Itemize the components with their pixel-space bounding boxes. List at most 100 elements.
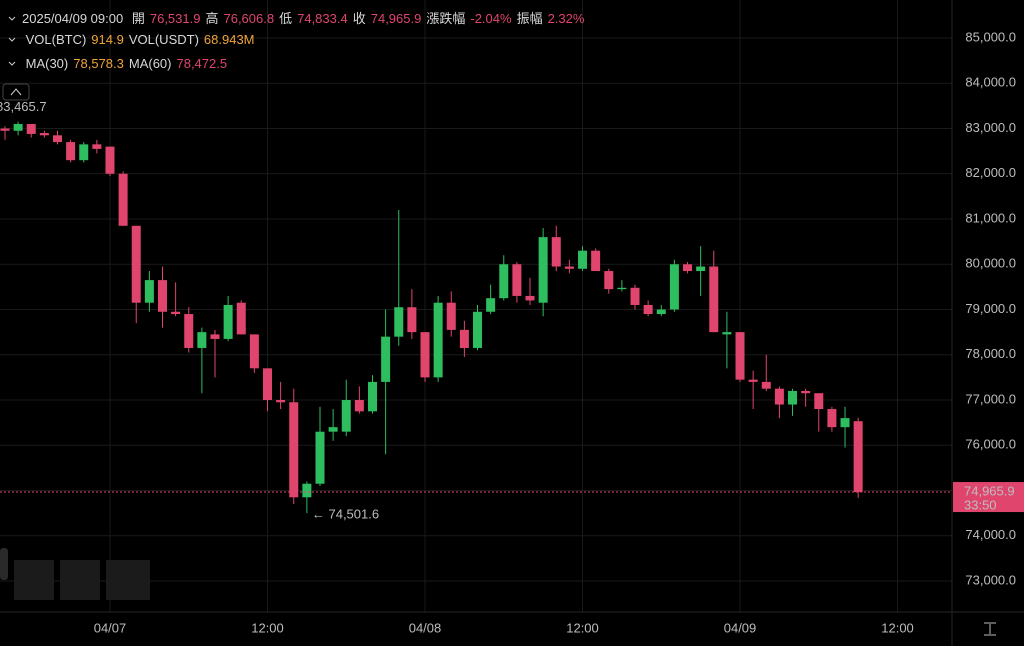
candle-body [39,133,49,136]
candle-body [26,123,36,134]
last-price-label: 74,965.9 [964,483,1015,498]
volume-label: VOL(BTC) [25,32,87,47]
x-tick-label: 04/08 [409,620,442,635]
candle-body [79,144,89,161]
y-tick-label: 73,000.0 [965,572,1016,587]
y-tick-label: 76,000.0 [965,437,1016,452]
ohlc-label: 高 [205,11,219,26]
candle-body [774,388,784,405]
ohlc-label: 開 [131,11,145,26]
candle-body [669,264,679,310]
candle-body [0,128,10,131]
candle-body [407,307,417,333]
scale-icon[interactable] [984,622,996,636]
candle-body [853,421,863,493]
candle-body [473,311,483,348]
x-tick-label: 04/09 [724,620,757,635]
candle-body [66,142,76,161]
collapse-button[interactable] [2,83,30,101]
candle-body [525,295,535,301]
candle-body [131,225,141,303]
candle-time: 2025/04/09 09:00 [22,11,124,26]
x-tick-label: 04/07 [94,620,127,635]
volume-value: 68.943M [203,32,255,47]
candle-body [171,311,181,315]
ma-value: 78,472.5 [176,56,228,71]
x-tick-label: 12:00 [566,620,599,635]
candle-body [761,381,771,389]
ma-row: MA(30) 78,578.3 MA(60) 78,472.5 [8,56,232,71]
candle-body [722,332,732,335]
candle-body [486,298,496,312]
candle-body [381,336,391,382]
candle-body [341,400,351,432]
countdown: 33:50 [964,497,997,512]
candle-body [446,302,456,330]
candle-body [105,146,115,174]
ohlc-value: 2.32% [547,11,585,26]
candle-body [604,271,614,290]
high-marker: 83,465.7 [0,99,47,114]
candle-body [538,237,548,303]
side-toggle[interactable] [0,548,8,580]
ma-label: MA(60) [128,56,172,71]
x-tick-label: 12:00 [251,620,284,635]
candle-body [578,250,588,269]
ohlc-value: 76,531.9 [149,11,201,26]
candle-body [591,250,601,272]
volume-value: 914.9 [91,32,124,47]
candle-body [118,173,128,226]
candle-body [184,314,194,348]
y-tick-label: 82,000.0 [965,165,1016,180]
candle-body [249,334,259,369]
candle-body [459,329,469,348]
volume-label: VOL(USDT) [128,32,199,47]
ohlc-label: 漲跌幅 [426,11,466,26]
candle-body [617,287,627,290]
candle-body [788,390,798,405]
candle-body [551,237,561,267]
ohlc-label: 振幅 [516,11,543,26]
candle-body [236,302,246,335]
candle-body [197,332,207,348]
candle-body [157,280,167,312]
candle-body [801,390,811,394]
y-tick-label: 79,000.0 [965,301,1016,316]
candle-body [368,381,378,412]
candle-body [328,427,338,432]
ohlc-value: -2.04% [470,11,512,26]
x-tick-label: 12:00 [881,620,914,635]
candle-body [210,334,220,339]
ohlc-label: 收 [352,11,366,26]
candle-body [656,309,666,315]
candle-body [262,368,272,401]
y-tick-label: 83,000.0 [965,120,1016,135]
candle-body [683,264,693,272]
watermark [14,560,150,600]
grid [0,0,952,612]
collapse-icon [10,88,22,96]
candle-body [420,332,430,378]
candle-body [814,393,824,410]
ohlc-label: 低 [279,11,293,26]
candle-body [564,266,574,269]
candle-body [709,266,719,333]
ohlc-value: 74,965.9 [370,11,422,26]
candle-body [13,123,23,131]
ma-label: MA(30) [25,56,69,71]
y-tick-label: 84,000.0 [965,75,1016,90]
y-tick-label: 81,000.0 [965,210,1016,225]
candle-body [827,409,837,428]
candle-body [354,400,364,412]
candle-body [499,264,509,299]
candle-body [433,302,443,378]
candle-body [289,402,299,498]
ohlc-value: 74,833.4 [297,11,348,26]
candle-body [630,287,640,305]
y-tick-label: 74,000.0 [965,527,1016,542]
y-tick-label: 80,000.0 [965,256,1016,271]
y-tick-label: 85,000.0 [965,29,1016,44]
ma-value: 78,578.3 [73,56,124,71]
